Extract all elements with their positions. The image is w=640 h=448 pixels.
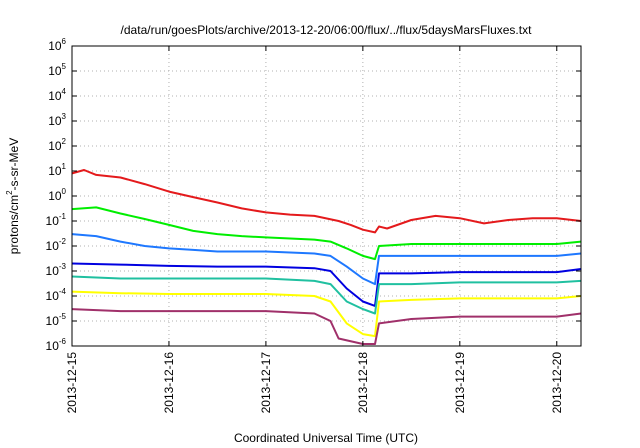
y-tick-label-base: 10	[48, 64, 62, 78]
y-tick-label: 103	[48, 112, 66, 128]
y-tick-label-base: 10	[48, 114, 62, 128]
y-tick-label-exp: -5	[59, 312, 67, 321]
series-line	[71, 233, 582, 286]
y-tick-label: 10-6	[46, 337, 67, 353]
labels-layer: 10-610-510-410-310-210-11001011021031041…	[46, 37, 564, 413]
chart-title: /data/run/goesPlots/archive/2013-12-20/0…	[121, 23, 533, 37]
y-tick-label: 101	[48, 162, 66, 178]
y-tick-label-exp: 6	[62, 37, 67, 46]
y-axis-label-base: protons/cm	[7, 195, 21, 254]
y-axis-label-rest: -s-sr-MeV	[7, 138, 21, 191]
y-tick-label-exp: 2	[62, 137, 67, 146]
y-tick-label: 105	[48, 62, 66, 78]
y-tick-label: 10-3	[46, 262, 67, 278]
y-tick-label-base: 10	[48, 39, 62, 53]
x-tick-label: 2013-12-18	[356, 352, 370, 414]
y-tick-label: 104	[48, 87, 66, 103]
y-tick-label-base: 10	[48, 89, 62, 103]
y-tick-label-base: 10	[46, 239, 60, 253]
series-line	[71, 275, 582, 315]
y-tick-label-exp: 1	[62, 162, 67, 171]
y-tick-label-base: 10	[46, 314, 60, 328]
x-tick-label: 2013-12-20	[550, 352, 564, 414]
y-tick-label-exp: 3	[62, 112, 67, 121]
y-tick-label-exp: -6	[59, 337, 67, 346]
y-tick-label-exp: -2	[59, 237, 67, 246]
y-tick-label-exp: -1	[59, 212, 67, 221]
ticks-layer	[71, 45, 581, 347]
y-tick-label: 10-1	[46, 212, 67, 228]
x-tick-label: 2013-12-16	[162, 352, 176, 414]
y-tick-label: 10-2	[46, 237, 67, 253]
x-tick-label: 2013-12-19	[453, 352, 467, 414]
y-tick-label-base: 10	[48, 189, 62, 203]
y-tick-label-exp: -4	[59, 287, 67, 296]
y-tick-label: 102	[48, 137, 66, 153]
y-tick-label-base: 10	[46, 214, 60, 228]
y-tick-label: 10-5	[46, 312, 67, 328]
x-tick-label: 2013-12-15	[65, 352, 79, 414]
series-line	[71, 308, 582, 345]
series-line	[71, 169, 582, 234]
y-tick-label-exp: 5	[62, 62, 67, 71]
y-tick-label-exp: -3	[59, 262, 67, 271]
y-tick-label-base: 10	[46, 339, 60, 353]
y-tick-label-base: 10	[48, 139, 62, 153]
y-tick-label-base: 10	[46, 289, 60, 303]
y-tick-label-exp: 4	[62, 87, 67, 96]
y-tick-label-exp: 0	[62, 187, 67, 196]
y-tick-label-base: 10	[46, 264, 60, 278]
series-line	[71, 262, 582, 307]
series-line	[71, 206, 582, 261]
y-tick-label-base: 10	[48, 164, 62, 178]
y-axis-label-sup: 2	[5, 190, 14, 195]
x-tick-label: 2013-12-17	[259, 352, 273, 414]
series-line	[71, 290, 582, 338]
x-axis-label: Coordinated Universal Time (UTC)	[234, 431, 418, 445]
y-axis-label: protons/cm2-s-sr-MeV	[5, 138, 21, 254]
y-tick-label: 10-4	[46, 287, 67, 303]
y-tick-label: 100	[48, 187, 66, 203]
series-layer	[71, 169, 582, 345]
y-tick-label: 106	[48, 37, 66, 53]
